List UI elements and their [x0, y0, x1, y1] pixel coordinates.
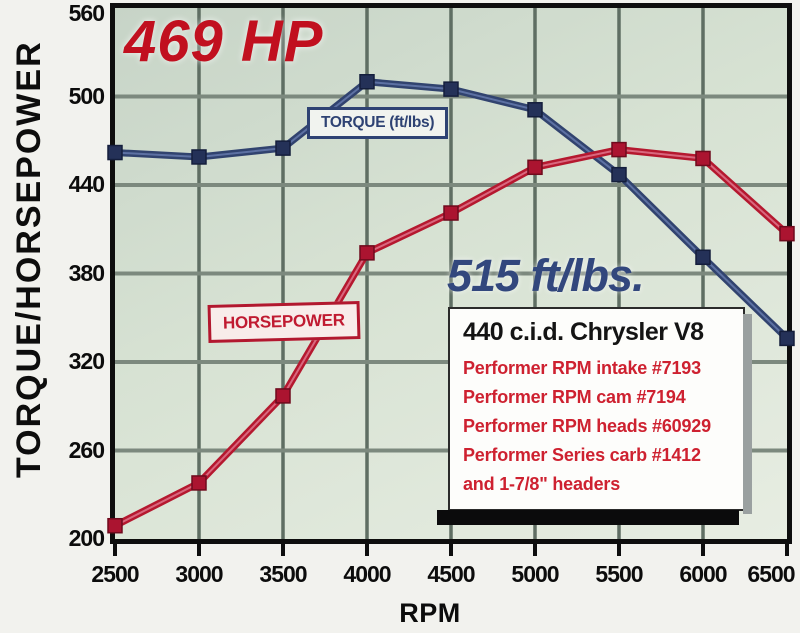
engine-spec-line: and 1-7/8" headers — [463, 474, 621, 494]
plot-area — [107, 3, 795, 556]
x-tick-label: 4500 — [427, 561, 475, 587]
y-tick-label: 500 — [68, 82, 105, 109]
series-layer — [107, 74, 795, 534]
horsepower-marker — [359, 245, 375, 261]
y-tick-label: 440 — [68, 171, 105, 197]
x-tick-label: 6000 — [679, 561, 727, 587]
engine-spec-box: 440 c.i.d. Chrysler V8 Performer RPM int… — [437, 307, 752, 525]
horsepower-marker — [695, 150, 711, 167]
peak-horsepower-callout: 469 HP — [124, 9, 324, 74]
torque-marker — [611, 166, 627, 183]
x-axis-title: RPM — [399, 598, 461, 628]
engine-spec-line: Performer RPM heads #60929 — [463, 416, 711, 436]
torque-marker — [107, 144, 123, 161]
torque-marker — [359, 74, 375, 90]
x-tick-label: 4000 — [343, 561, 391, 587]
horsepower-marker — [107, 517, 123, 534]
y-tick-label: 260 — [68, 436, 105, 463]
torque-marker — [527, 102, 543, 118]
torque-marker — [779, 330, 795, 347]
engine-spec-line: Performer RPM cam #7194 — [463, 387, 686, 407]
horsepower-marker — [779, 225, 795, 242]
horsepower-marker — [611, 141, 627, 158]
horsepower-marker — [275, 388, 291, 404]
torque-marker — [191, 149, 207, 165]
torque-series-label: TORQUE (ft/lbs) — [307, 107, 449, 139]
x-tick-label: 3000 — [175, 561, 223, 587]
x-tick-label: 6500 — [747, 561, 795, 587]
peak-torque-callout: 515 ft/lbs. — [447, 250, 645, 301]
horsepower-marker — [191, 475, 207, 491]
engine-spec-title: 440 c.i.d. Chrysler V8 — [463, 318, 704, 346]
torque-marker — [275, 140, 291, 156]
y-tick-label: 320 — [68, 348, 105, 374]
engine-spec-line: Performer RPM intake #7193 — [463, 358, 701, 378]
horsepower-series-label: HORSEPOWER — [207, 301, 361, 343]
y-tick-label: 200 — [68, 525, 105, 551]
engine-spec-line: Performer Series carb #1412 — [463, 445, 701, 465]
y-tick-label: 560 — [68, 0, 105, 26]
torque-marker — [695, 249, 711, 266]
torque-marker — [443, 81, 459, 97]
y-tick-label: 380 — [68, 259, 105, 286]
x-tick-label: 3500 — [259, 561, 307, 587]
x-tick-label: 2500 — [91, 561, 139, 587]
x-tick-label: 5000 — [511, 561, 559, 587]
horsepower-marker — [443, 205, 459, 221]
x-tick-label: 5500 — [595, 561, 643, 587]
horsepower-marker — [527, 159, 543, 176]
